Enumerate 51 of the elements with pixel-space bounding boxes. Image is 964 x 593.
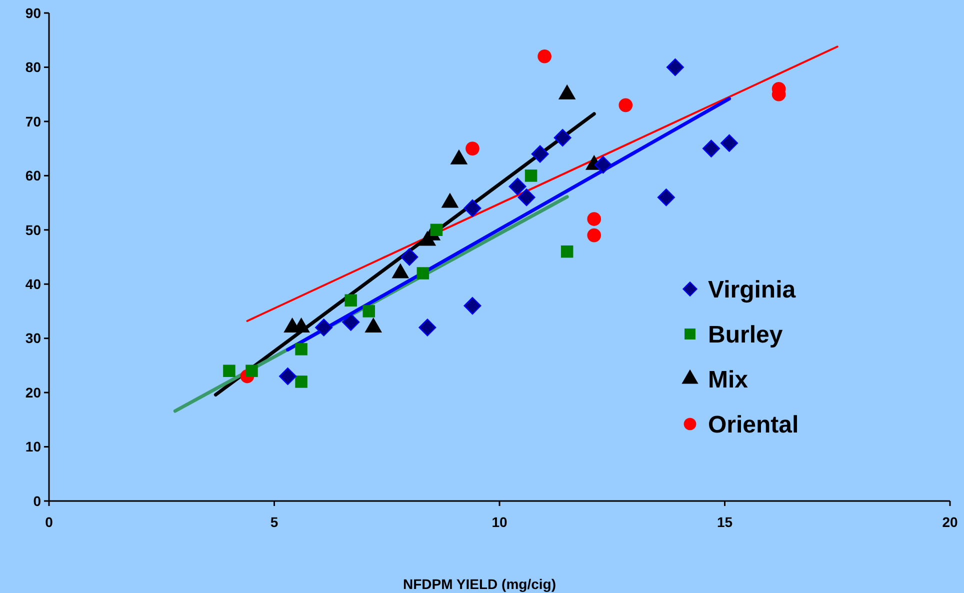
y-tick-label: 40 — [25, 276, 42, 292]
point — [362, 305, 375, 318]
point — [344, 294, 357, 306]
legend-label: Burley — [708, 321, 784, 348]
point — [223, 364, 236, 377]
y-tick-label: 60 — [25, 168, 42, 184]
legend-label: Virginia — [708, 276, 796, 304]
point — [279, 368, 297, 386]
x-tick-label: 10 — [492, 514, 508, 530]
point — [464, 297, 482, 315]
point — [400, 248, 418, 266]
x-tick-label: 20 — [942, 514, 958, 530]
y-tick-label: 90 — [25, 4, 42, 21]
point — [246, 364, 258, 377]
point — [657, 188, 675, 206]
point — [466, 142, 480, 156]
point — [430, 224, 443, 236]
y-tick-label: 30 — [25, 330, 42, 346]
point — [342, 313, 360, 331]
point — [418, 318, 436, 336]
y-tick-label: 20 — [25, 384, 42, 400]
x-tick-label: 15 — [716, 514, 733, 530]
point — [594, 156, 612, 174]
y-tick-label: 80 — [25, 59, 42, 76]
point — [720, 134, 738, 152]
point — [464, 199, 482, 217]
point — [315, 318, 333, 336]
x-tick-label: 0 — [45, 514, 54, 530]
point — [666, 58, 684, 76]
y-tick-label: 70 — [25, 113, 42, 130]
point — [618, 98, 633, 112]
point — [587, 228, 602, 242]
point — [524, 170, 538, 182]
point — [587, 212, 602, 226]
x-axis-title: NFDPM YIELD (mg/cig) — [403, 576, 556, 592]
point — [538, 49, 552, 64]
legend-label: Oriental — [708, 411, 799, 438]
point — [560, 245, 574, 258]
y-tick-label: 10 — [25, 438, 42, 455]
point — [295, 343, 308, 356]
point — [295, 376, 308, 388]
legend-label: Mix — [708, 366, 749, 394]
y-tick-label: 0 — [33, 492, 42, 509]
point — [508, 178, 526, 196]
point — [554, 128, 572, 146]
point — [702, 140, 720, 158]
x-tick-label: 5 — [270, 514, 278, 530]
point — [416, 267, 430, 280]
point — [531, 145, 549, 163]
point — [518, 188, 536, 206]
y-tick-label: 50 — [25, 222, 42, 238]
